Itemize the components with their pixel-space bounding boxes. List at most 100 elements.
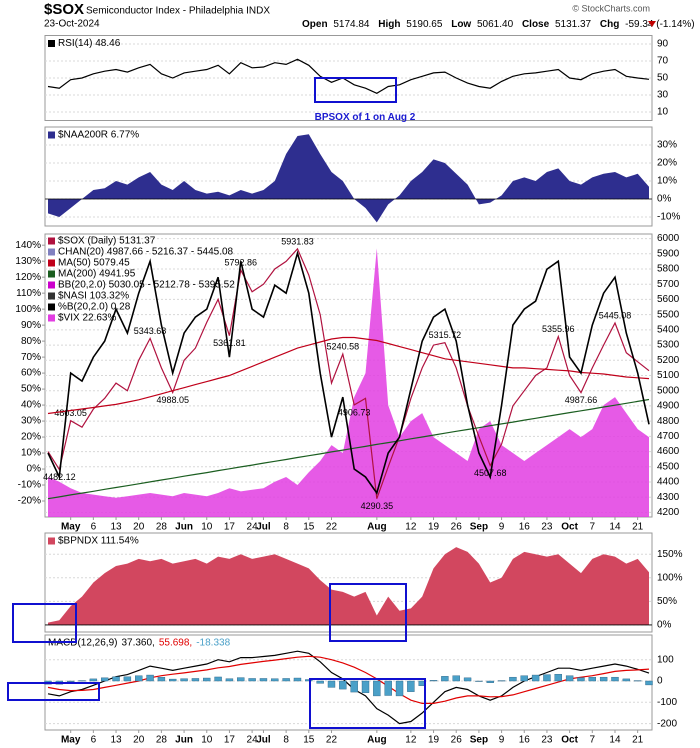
x-tick-label: 7 [590,522,596,533]
legend-swatch [48,303,55,311]
line [47,250,650,495]
legend-label: 55.698, [159,638,192,649]
x-tick-label: 26 [451,735,463,746]
y2-tick-label: 90% [21,320,41,331]
panel-frame [44,634,653,731]
histogram-bar [169,678,177,682]
y-tick-label: 4500 [657,461,680,472]
x-tick-label: 28 [156,522,168,533]
histogram-bar [622,678,631,682]
ohlc-label: High [378,19,400,30]
x-tick-label: 17 [224,735,236,746]
y-tick-label: 5400 [657,324,680,335]
x-tick-label: 20 [133,522,145,533]
date: 23-Oct-2024 [44,19,100,30]
data-label: 4987.66 [565,395,598,405]
legend-label: $VIX 22.63% [58,313,116,324]
histogram-bar [350,680,358,693]
data-label: 5343.68 [134,326,167,336]
histogram-bar [361,680,370,693]
area [48,547,649,625]
x-tick-label: 10 [201,735,213,746]
ohlc-label: Chg [600,19,619,30]
y-tick-label: 4200 [657,507,680,518]
x-tick-label: 9 [499,522,505,533]
data-label: 5361.81 [213,338,246,348]
y2-tick-label: -10% [18,480,41,491]
y-tick-label: 5200 [657,355,680,366]
x-tick-label: 9 [499,735,505,746]
x-tick-label: 21 [632,522,644,533]
x-tick-label: 14 [609,522,621,533]
x-tick-label: 19 [428,522,440,533]
y-tick-label: 5000 [657,385,680,396]
ohlc: Open 5174.84 High 5190.65 Low 5061.40 Cl… [302,19,695,30]
y-tick-label: 5900 [657,248,680,259]
y2-tick-label: 120% [15,272,41,283]
line [47,58,650,94]
y2-tick-label: 40% [21,400,41,411]
legend-label: $NASI 103.32% [58,291,129,302]
ohlc-value: 5174.84 [333,19,370,30]
histogram-bar [407,680,415,692]
x-tick-label: Aug [367,735,386,746]
y-tick-label: 100% [657,572,683,583]
y-tick-label: 90 [657,39,669,50]
y-tick-label: 100 [657,654,674,665]
x-tick-label: 12 [405,522,417,533]
x-tick-label: 21 [632,735,644,746]
y2-tick-label: 130% [15,256,41,267]
legend-label: $NAA200R 6.77% [58,130,139,141]
histogram-bar [66,680,75,682]
x-tick-label: 19 [428,735,440,746]
histogram-bar [305,679,313,682]
legend-swatch [48,259,55,267]
y-tick-label: 0 [657,676,663,687]
histogram-bar [611,676,619,682]
y-tick-label: 5800 [657,264,680,275]
y2-tick-label: 110% [16,288,41,299]
histogram-bar [384,680,392,696]
x-tick-label: Jun [175,735,193,746]
legend-label: $SOX (Daily) 5131.37 [58,236,156,247]
panel-title: MACD(12,26,9) [48,638,117,649]
legend-swatch [48,40,55,47]
x-tick-label: 14 [609,735,621,746]
histogram-bar [112,676,120,682]
histogram-bar [327,680,336,688]
histogram-bar [135,675,143,682]
histogram-bar [475,680,483,682]
y-tick-label: 4700 [657,431,680,442]
line [47,650,650,725]
x-tick-label: 24 [247,522,259,533]
histogram-bar [191,678,200,682]
y-tick-label: 4600 [657,446,680,457]
histogram-bar [588,676,597,682]
histogram-bar [146,674,154,682]
histogram-bar [123,676,132,682]
x-tick-label: 28 [156,735,168,746]
ohlc-value: 5131.37 [555,19,592,30]
x-tick-label: 8 [283,735,289,746]
x-tick-label: May [61,522,81,533]
y2-tick-label: 60% [21,368,41,379]
y2-tick-label: 0% [27,464,42,475]
x-tick-label: 7 [590,735,596,746]
histogram-bar [316,680,324,684]
x-tick-label: 20 [133,735,145,746]
line [47,398,650,500]
histogram-bar [486,680,494,683]
x-tick-label: 23 [541,735,553,746]
y-tick-label: -10% [657,212,680,223]
legend-label: %B(20,2.0) 0.28 [58,302,131,313]
x-tick-label: 15 [303,522,315,533]
histogram-bar [78,680,86,682]
histogram-bar [599,676,608,682]
histogram-bar [565,675,574,682]
ohlc-label: Open [302,19,328,30]
y2-tick-label: -20% [18,496,41,507]
histogram-bar [395,680,404,697]
data-label: 5355.96 [542,324,575,334]
y-tick-label: 0% [657,620,672,631]
